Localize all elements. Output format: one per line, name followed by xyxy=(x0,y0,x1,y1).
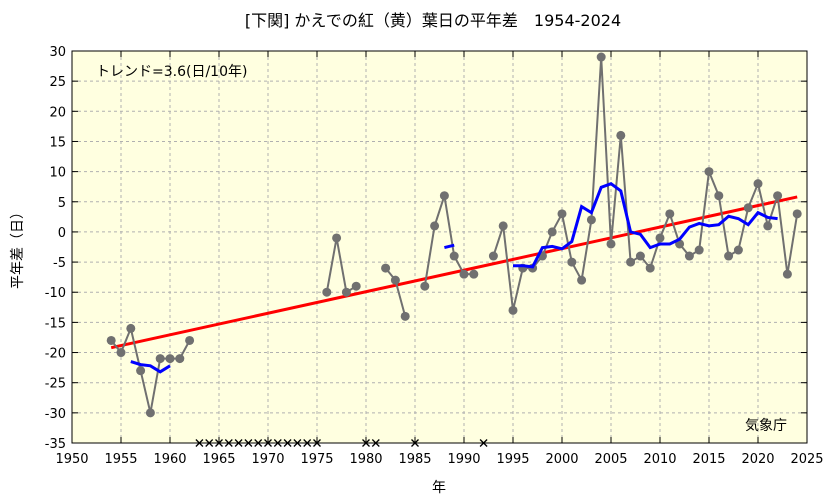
chart-title: [下関] かえでの紅（黄）葉日の平年差 1954-2024 xyxy=(245,11,621,30)
observed-point xyxy=(175,354,185,364)
observed-point xyxy=(145,408,155,418)
observed-point xyxy=(567,257,577,267)
observed-point xyxy=(420,281,430,291)
observed-point xyxy=(557,209,567,219)
x-tick-label: 2025 xyxy=(790,452,823,467)
trend-label: トレンド=3.6(日/10年) xyxy=(96,64,247,80)
y-axis-label: 平年差（日） xyxy=(10,205,26,289)
grid xyxy=(72,51,807,443)
y-tick-label: 25 xyxy=(49,75,66,90)
y-tick-label: -10 xyxy=(45,286,66,301)
observed-point xyxy=(116,348,126,358)
observed-point xyxy=(694,245,704,255)
observed-line xyxy=(325,237,357,294)
observed-point xyxy=(126,323,136,333)
moving-average-line xyxy=(444,243,455,250)
x-tick-label: 1970 xyxy=(251,452,284,467)
x-axis-label: 年 xyxy=(432,480,446,496)
observed-point xyxy=(763,221,773,231)
trend-line xyxy=(110,195,798,350)
observed-point xyxy=(577,275,587,285)
y-tick-label: -30 xyxy=(45,407,66,422)
observed-point xyxy=(773,191,783,201)
y-tick-label: -20 xyxy=(45,347,66,362)
observed-point xyxy=(616,130,626,140)
observed-point xyxy=(439,191,449,201)
x-tick-label: 2015 xyxy=(692,452,725,467)
moving-average-line xyxy=(130,360,171,374)
observed-point xyxy=(430,221,440,231)
plot-background xyxy=(72,51,807,443)
observed-point xyxy=(469,269,479,279)
x-tick-label: 2000 xyxy=(545,452,578,467)
y-tick-label: -15 xyxy=(45,316,66,331)
y-tick-label: 0 xyxy=(58,226,66,241)
x-tick-label: 1950 xyxy=(55,452,88,467)
moving-average-layer xyxy=(130,181,778,374)
observed-point xyxy=(136,366,146,376)
observed-point xyxy=(733,245,743,255)
y-tick-label: 15 xyxy=(49,135,66,150)
observed-point xyxy=(792,209,802,219)
observed-layer xyxy=(106,52,802,418)
observed-point xyxy=(753,179,763,189)
y-tick-label: 20 xyxy=(49,105,66,120)
observed-point xyxy=(635,251,645,261)
x-tick-label: 1985 xyxy=(398,452,431,467)
observed-point xyxy=(185,335,195,345)
y-axis-ticks: 30 25 20 15 10 5 0 -5 -10 -15 -20 -25 -30 -35 xyxy=(45,45,807,452)
observed-point xyxy=(596,52,606,62)
observed-point xyxy=(106,335,116,345)
x-tick-label: 2005 xyxy=(594,452,627,467)
observed-point xyxy=(704,167,714,177)
y-tick-label: 30 xyxy=(49,45,66,60)
observed-point xyxy=(390,275,400,285)
x-tick-label: 1965 xyxy=(202,452,235,467)
observed-point xyxy=(782,269,792,279)
observed-point xyxy=(165,354,175,364)
observed-point xyxy=(322,287,332,297)
x-tick-label: 1980 xyxy=(349,452,382,467)
observed-point xyxy=(547,227,557,237)
observed-point xyxy=(498,221,508,231)
observed-point xyxy=(508,305,518,315)
observed-point xyxy=(724,251,734,261)
observed-point xyxy=(400,311,410,321)
observed-point xyxy=(449,251,459,261)
y-tick-label: -5 xyxy=(53,256,66,271)
observed-point xyxy=(655,233,665,243)
x-tick-label: 1955 xyxy=(104,452,137,467)
trend-layer xyxy=(110,195,798,350)
y-tick-label: 10 xyxy=(49,166,66,181)
x-tick-label: 2010 xyxy=(643,452,676,467)
observed-point xyxy=(459,269,469,279)
observed-point xyxy=(332,233,342,243)
observed-point xyxy=(381,263,391,273)
x-tick-label: 1960 xyxy=(153,452,186,467)
observed-point xyxy=(645,263,655,273)
plot-frame xyxy=(71,50,808,444)
y-tick-label: 5 xyxy=(58,196,66,211)
y-tick-label: -35 xyxy=(45,437,66,452)
observed-point xyxy=(743,203,753,213)
x-axis-ticks: 1950 1955 1960 1965 1970 1975 1980 1985 1990 1995… xyxy=(55,51,824,467)
observed-point xyxy=(586,215,596,225)
observed-point xyxy=(714,191,724,201)
x-tick-label: 1990 xyxy=(447,452,480,467)
observed-point xyxy=(488,251,498,261)
observed-point xyxy=(665,209,675,219)
y-tick-label: -25 xyxy=(45,377,66,392)
x-tick-label: 1975 xyxy=(300,452,333,467)
observed-point xyxy=(155,354,165,364)
moving-average-line xyxy=(513,181,778,269)
observed-point xyxy=(341,287,351,297)
observed-point xyxy=(626,257,636,267)
observed-point xyxy=(351,281,361,291)
x-tick-label: 2020 xyxy=(741,452,774,467)
observed-point xyxy=(684,251,694,261)
x-tick-label: 1995 xyxy=(496,452,529,467)
source-label: 気象庁 xyxy=(745,418,787,434)
observed-point xyxy=(606,239,616,249)
